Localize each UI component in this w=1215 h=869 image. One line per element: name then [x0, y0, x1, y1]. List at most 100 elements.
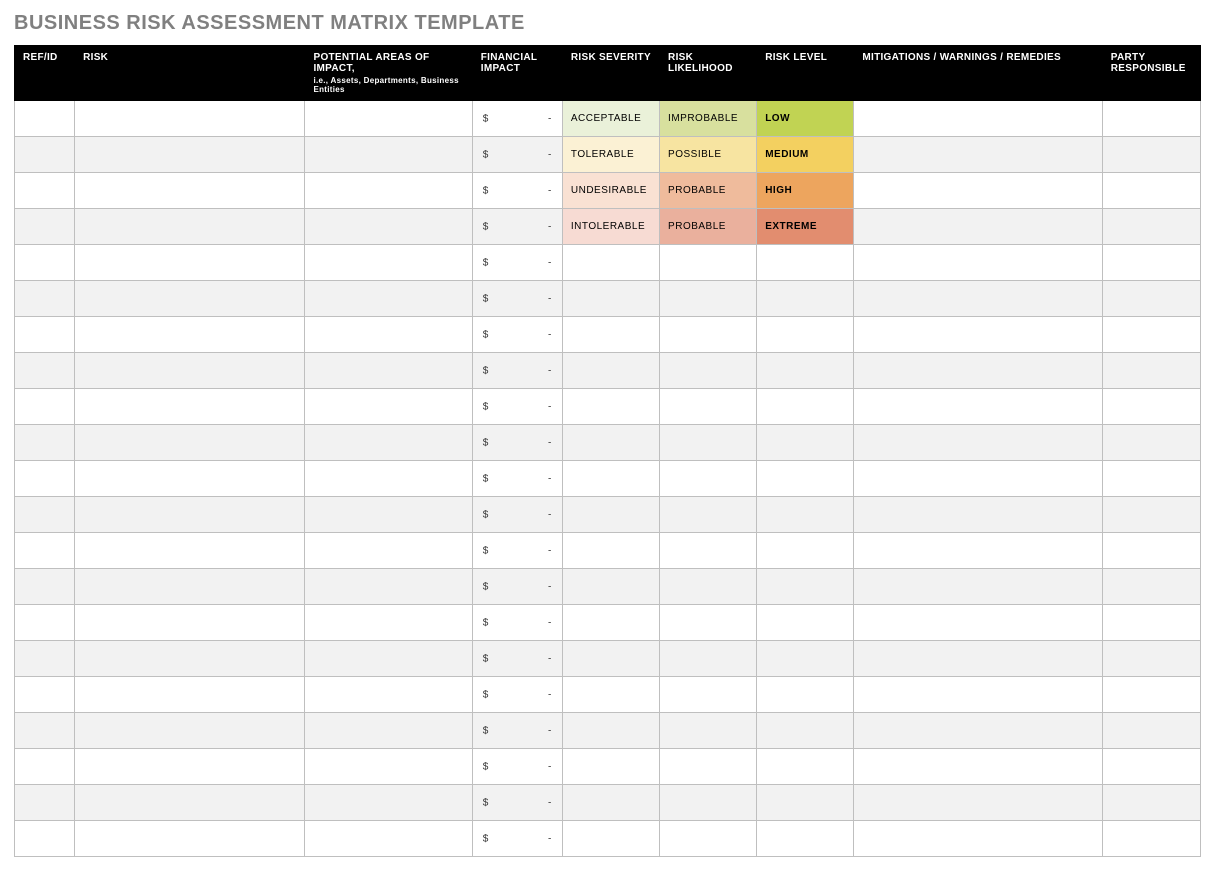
cell-risk[interactable] — [75, 677, 305, 713]
cell-party[interactable] — [1102, 281, 1200, 317]
cell-level[interactable] — [757, 713, 854, 749]
cell-party[interactable] — [1102, 533, 1200, 569]
cell-risk[interactable] — [75, 173, 305, 209]
cell-risk[interactable] — [75, 749, 305, 785]
cell-refid[interactable] — [15, 533, 75, 569]
cell-party[interactable] — [1102, 461, 1200, 497]
cell-likelihood[interactable] — [660, 389, 757, 425]
cell-impactareas[interactable] — [305, 209, 472, 245]
cell-mitigations[interactable] — [854, 281, 1102, 317]
cell-party[interactable] — [1102, 749, 1200, 785]
cell-refid[interactable] — [15, 605, 75, 641]
cell-financial[interactable]: $- — [472, 281, 562, 317]
cell-level[interactable]: HIGH — [757, 173, 854, 209]
cell-risk[interactable] — [75, 569, 305, 605]
cell-mitigations[interactable] — [854, 497, 1102, 533]
cell-severity[interactable] — [562, 677, 659, 713]
cell-party[interactable] — [1102, 389, 1200, 425]
cell-impactareas[interactable] — [305, 497, 472, 533]
cell-level[interactable]: MEDIUM — [757, 137, 854, 173]
cell-financial[interactable]: $- — [472, 785, 562, 821]
cell-mitigations[interactable] — [854, 245, 1102, 281]
cell-financial[interactable]: $- — [472, 137, 562, 173]
cell-severity[interactable] — [562, 749, 659, 785]
cell-risk[interactable] — [75, 209, 305, 245]
cell-financial[interactable]: $- — [472, 533, 562, 569]
cell-severity[interactable]: ACCEPTABLE — [562, 101, 659, 137]
cell-mitigations[interactable] — [854, 569, 1102, 605]
cell-impactareas[interactable] — [305, 677, 472, 713]
cell-refid[interactable] — [15, 281, 75, 317]
cell-likelihood[interactable] — [660, 713, 757, 749]
cell-mitigations[interactable] — [854, 605, 1102, 641]
cell-party[interactable] — [1102, 425, 1200, 461]
cell-refid[interactable] — [15, 101, 75, 137]
cell-financial[interactable]: $- — [472, 677, 562, 713]
cell-financial[interactable]: $- — [472, 389, 562, 425]
cell-mitigations[interactable] — [854, 785, 1102, 821]
cell-level[interactable]: LOW — [757, 101, 854, 137]
cell-impactareas[interactable] — [305, 749, 472, 785]
cell-refid[interactable] — [15, 317, 75, 353]
cell-level[interactable] — [757, 353, 854, 389]
cell-severity[interactable]: UNDESIRABLE — [562, 173, 659, 209]
cell-mitigations[interactable] — [854, 173, 1102, 209]
cell-party[interactable] — [1102, 137, 1200, 173]
cell-level[interactable] — [757, 497, 854, 533]
cell-likelihood[interactable] — [660, 821, 757, 857]
cell-mitigations[interactable] — [854, 209, 1102, 245]
cell-mitigations[interactable] — [854, 389, 1102, 425]
cell-impactareas[interactable] — [305, 389, 472, 425]
cell-financial[interactable]: $- — [472, 461, 562, 497]
cell-impactareas[interactable] — [305, 821, 472, 857]
cell-financial[interactable]: $- — [472, 749, 562, 785]
cell-refid[interactable] — [15, 713, 75, 749]
cell-severity[interactable] — [562, 461, 659, 497]
cell-severity[interactable] — [562, 497, 659, 533]
cell-level[interactable] — [757, 533, 854, 569]
cell-refid[interactable] — [15, 677, 75, 713]
cell-likelihood[interactable] — [660, 641, 757, 677]
cell-risk[interactable] — [75, 317, 305, 353]
cell-likelihood[interactable] — [660, 461, 757, 497]
cell-impactareas[interactable] — [305, 605, 472, 641]
cell-financial[interactable]: $- — [472, 497, 562, 533]
cell-mitigations[interactable] — [854, 821, 1102, 857]
cell-refid[interactable] — [15, 389, 75, 425]
cell-financial[interactable]: $- — [472, 173, 562, 209]
cell-likelihood[interactable] — [660, 317, 757, 353]
cell-impactareas[interactable] — [305, 425, 472, 461]
cell-mitigations[interactable] — [854, 533, 1102, 569]
cell-refid[interactable] — [15, 245, 75, 281]
cell-refid[interactable] — [15, 497, 75, 533]
cell-party[interactable] — [1102, 713, 1200, 749]
cell-level[interactable] — [757, 389, 854, 425]
cell-party[interactable] — [1102, 245, 1200, 281]
cell-likelihood[interactable] — [660, 245, 757, 281]
cell-level[interactable] — [757, 569, 854, 605]
cell-risk[interactable] — [75, 641, 305, 677]
cell-party[interactable] — [1102, 497, 1200, 533]
cell-level[interactable] — [757, 281, 854, 317]
cell-party[interactable] — [1102, 641, 1200, 677]
cell-mitigations[interactable] — [854, 353, 1102, 389]
cell-likelihood[interactable] — [660, 605, 757, 641]
cell-financial[interactable]: $- — [472, 713, 562, 749]
cell-impactareas[interactable] — [305, 569, 472, 605]
cell-likelihood[interactable]: IMPROBABLE — [660, 101, 757, 137]
cell-risk[interactable] — [75, 245, 305, 281]
cell-level[interactable] — [757, 749, 854, 785]
cell-risk[interactable] — [75, 533, 305, 569]
cell-likelihood[interactable]: PROBABLE — [660, 209, 757, 245]
cell-impactareas[interactable] — [305, 101, 472, 137]
cell-refid[interactable] — [15, 209, 75, 245]
cell-party[interactable] — [1102, 605, 1200, 641]
cell-impactareas[interactable] — [305, 281, 472, 317]
cell-severity[interactable] — [562, 785, 659, 821]
cell-level[interactable] — [757, 641, 854, 677]
cell-refid[interactable] — [15, 641, 75, 677]
cell-risk[interactable] — [75, 713, 305, 749]
cell-risk[interactable] — [75, 281, 305, 317]
cell-party[interactable] — [1102, 785, 1200, 821]
cell-severity[interactable] — [562, 713, 659, 749]
